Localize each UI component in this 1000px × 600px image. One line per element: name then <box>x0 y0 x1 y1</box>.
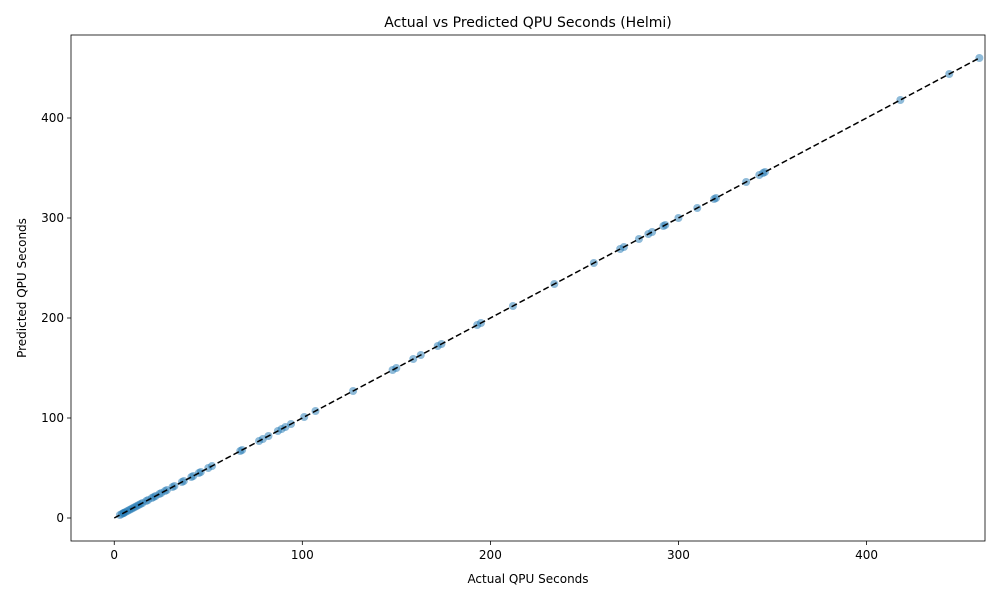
data-point <box>896 96 905 104</box>
reference-line <box>113 57 980 519</box>
y-tick-label: 400 <box>41 111 64 125</box>
y-axis-label: Predicted QPU Seconds <box>15 218 29 358</box>
y-tick-label: 0 <box>56 511 64 525</box>
y-axis-ticks: 0 100 200 300 400 <box>41 111 71 525</box>
data-point <box>975 54 984 62</box>
axes-frame <box>70 34 986 542</box>
y-tick-label: 100 <box>41 411 64 425</box>
y-tick-label: 200 <box>41 311 64 325</box>
data-point <box>179 477 188 485</box>
x-tick-label: 300 <box>667 548 690 562</box>
x-tick-label: 400 <box>855 548 878 562</box>
y-tick-label: 300 <box>41 211 64 225</box>
data-points <box>115 54 984 519</box>
data-point <box>674 214 683 222</box>
data-point <box>300 413 309 421</box>
x-tick-label: 100 <box>291 548 314 562</box>
reference-line-group <box>113 57 980 519</box>
x-axis-label: Actual QPU Seconds <box>467 572 588 586</box>
data-point <box>760 168 769 176</box>
data-point <box>712 194 721 202</box>
data-point <box>648 228 657 236</box>
data-point <box>196 468 205 476</box>
x-tick-label: 0 <box>110 548 118 562</box>
x-axis-ticks: 0 100 200 300 400 <box>110 541 878 562</box>
x-tick-label: 200 <box>479 548 502 562</box>
chart-title: Actual vs Predicted QPU Seconds (Helmi) <box>384 15 671 31</box>
